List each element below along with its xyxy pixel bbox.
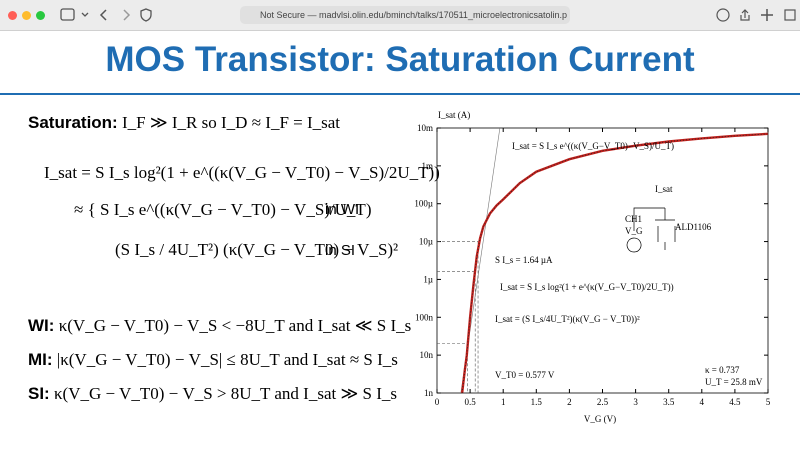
y-axis-label: I_sat (A): [438, 110, 470, 120]
region-condition: κ(V_G − V_T0) − V_S < −8U_T and I_sat ≪ …: [58, 316, 412, 335]
back-button[interactable]: [99, 9, 107, 21]
x-axis-label: V_G (V): [584, 414, 616, 424]
region-name: SI:: [28, 384, 50, 403]
data-line-dots: [461, 133, 769, 394]
slide-title: MOS Transistor: Saturation Current: [105, 40, 695, 79]
x-tick-label: 0.5: [464, 397, 476, 407]
x-tick-label: 2.5: [597, 397, 609, 407]
x-tick-label: 3: [633, 397, 638, 407]
annotation: ALD1106: [675, 222, 712, 232]
zoom-button[interactable]: [36, 11, 45, 20]
close-button[interactable]: [8, 11, 17, 20]
title-rule: [0, 93, 800, 95]
toolbar-icons: [716, 8, 796, 22]
saturation-label: Saturation:: [28, 113, 118, 132]
y-tick-label: 100n: [415, 312, 434, 322]
guide-line: [437, 241, 479, 393]
annotation: V_T0 = 0.577 V: [495, 370, 555, 380]
x-tick-label: 3.5: [663, 397, 675, 407]
x-tick-label: 2: [567, 397, 572, 407]
saturation-line: Saturation: I_F ≫ I_R so I_D ≈ I_F = I_s…: [28, 113, 340, 133]
x-tick-label: 4: [700, 397, 705, 407]
saturation-equation: I_F ≫ I_R so I_D ≈ I_F = I_sat: [121, 113, 341, 132]
annotation: CH1: [625, 214, 642, 224]
y-tick-label: 10µ: [419, 237, 433, 247]
nav-icons: [60, 8, 152, 22]
address-bar[interactable]: Not Secure — madvlsi.olin.edu/bminch/tal…: [240, 6, 570, 24]
x-tick-label: 0: [435, 397, 440, 407]
wi-label: in WI: [325, 201, 360, 218]
browser-toolbar: Not Secure — madvlsi.olin.edu/bminch/tal…: [0, 0, 800, 31]
wi-approx: ≈ { S I_s e^((κ(V_G − V_T0) − V_S)/U_T): [74, 200, 372, 219]
y-tick-label: 1n: [424, 388, 434, 398]
annotation: S I_s = 1.64 µA: [495, 255, 553, 265]
y-tick-label: 1µ: [423, 274, 433, 284]
y-tick-label: 10m: [417, 123, 433, 133]
minimize-button[interactable]: [22, 11, 31, 20]
annotation: I_sat: [655, 184, 673, 194]
region-line: SI: κ(V_G − V_T0) − V_S > 8U_T and I_sat…: [28, 384, 397, 404]
y-tick-label: 100µ: [414, 199, 433, 209]
region-condition: |κ(V_G − V_T0) − V_S| ≤ 8U_T and I_sat ≈…: [56, 350, 398, 369]
share-button[interactable]: [740, 9, 750, 21]
region-line: MI: |κ(V_G − V_T0) − V_S| ≤ 8U_T and I_s…: [28, 350, 398, 370]
tabs-button[interactable]: [784, 9, 796, 21]
si-label: in SI: [325, 242, 356, 259]
shield-icon[interactable]: [140, 8, 152, 22]
si-approx: (S I_s / 4U_T²) (κ(V_G − V_T0) − V_S)²: [115, 240, 399, 259]
region-name: WI:: [28, 316, 55, 335]
annotation: U_T = 25.8 mV: [705, 377, 763, 387]
x-tick-label: 1.5: [531, 397, 543, 407]
x-tick-label: 5: [766, 397, 771, 407]
annotation: κ = 0.737: [705, 365, 740, 375]
x-tick-label: 1: [501, 397, 506, 407]
forward-button[interactable]: [123, 9, 131, 21]
annotation: I_sat = (S I_s/4U_T²)(κ(V_G − V_T0))²: [495, 314, 640, 324]
y-tick-label: 1m: [421, 161, 433, 171]
isat-equation: I_sat = S I_s log²(1 + e^((κ(V_G − V_T0)…: [44, 163, 440, 182]
download-button[interactable]: [716, 8, 730, 22]
region-name: MI:: [28, 350, 53, 369]
new-tab-button[interactable]: [761, 9, 773, 21]
plot-frame: [436, 127, 769, 394]
region-line: WI: κ(V_G − V_T0) − V_S < −8U_T and I_sa…: [28, 316, 411, 336]
circuit: [626, 207, 676, 253]
annotation: I_sat = S I_s log²(1 + e^(κ(V_G−V_T0)/2U…: [500, 282, 674, 292]
dropdown-icon[interactable]: [81, 12, 89, 17]
region-condition: κ(V_G − V_T0) − V_S > 8U_T and I_sat ≫ S…: [53, 384, 397, 403]
guide-line: [437, 271, 476, 393]
sidebar-icon[interactable]: [60, 8, 75, 21]
chart: I_sat (A) V_G (V) 1n10n100n1µ10µ100µ1m10…: [414, 110, 771, 424]
annotation: I_sat = S I_s e^((κ(V_G−V_T0)−V_S)/U_T): [512, 141, 674, 151]
y-tick-label: 10n: [420, 350, 434, 360]
x-tick-label: 4.5: [729, 397, 741, 407]
